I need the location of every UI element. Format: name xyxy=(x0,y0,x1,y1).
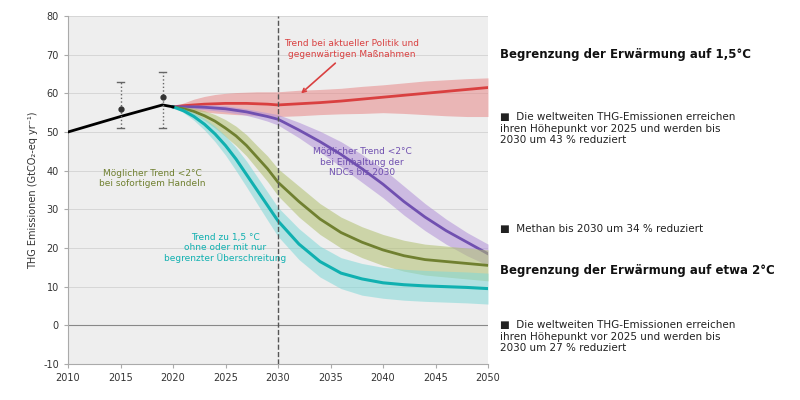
Text: ■  Die weltweiten THG-Emissionen erreichen
ihren Höhepunkt vor 2025 und werden b: ■ Die weltweiten THG-Emissionen erreiche… xyxy=(500,320,735,353)
Text: ■  Methan bis 2030 um 34 % reduziert: ■ Methan bis 2030 um 34 % reduziert xyxy=(500,224,703,234)
Y-axis label: THG Emissionen (GtCO₂-eq yr⁻¹): THG Emissionen (GtCO₂-eq yr⁻¹) xyxy=(28,111,38,269)
Text: Trend bei aktueller Politik und
gegenwärtigen Maßnahmen: Trend bei aktueller Politik und gegenwär… xyxy=(284,39,419,92)
Text: Möglicher Trend <2°C
bei sofortigem Handeln: Möglicher Trend <2°C bei sofortigem Hand… xyxy=(98,169,206,188)
Text: ■  Die weltweiten THG-Emissionen erreichen
ihren Höhepunkt vor 2025 und werden b: ■ Die weltweiten THG-Emissionen erreiche… xyxy=(500,112,735,145)
Text: Begrenzung der Erwärmung auf etwa 2°C: Begrenzung der Erwärmung auf etwa 2°C xyxy=(500,264,774,277)
Text: Begrenzung der Erwärmung auf 1,5°C: Begrenzung der Erwärmung auf 1,5°C xyxy=(500,48,751,61)
Text: Trend zu 1,5 °C
ohne oder mit nur
begrenzter Überschreitung: Trend zu 1,5 °C ohne oder mit nur begren… xyxy=(164,232,286,264)
Text: Möglicher Trend <2°C
bei Einhaltung der
NDCs bis 2030: Möglicher Trend <2°C bei Einhaltung der … xyxy=(313,148,411,177)
